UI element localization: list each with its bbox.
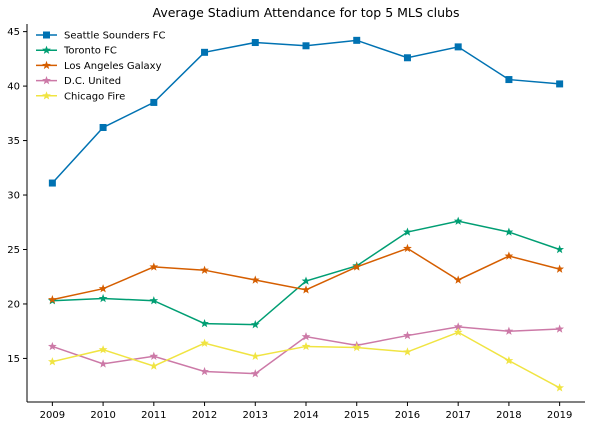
data-point bbox=[200, 265, 209, 274]
y-tick-label: 40 bbox=[7, 82, 20, 93]
legend-label: Seattle Sounders FC bbox=[64, 31, 165, 42]
series-line bbox=[52, 247, 560, 301]
data-point bbox=[454, 43, 462, 51]
x-tick-label: 2013 bbox=[243, 410, 268, 421]
data-point bbox=[250, 320, 260, 329]
data-point bbox=[301, 276, 311, 285]
data-point bbox=[250, 275, 260, 284]
data-point bbox=[301, 341, 311, 351]
data-point bbox=[200, 366, 209, 376]
y-tick-label: 15 bbox=[7, 354, 20, 365]
data-point bbox=[200, 338, 209, 347]
data-point bbox=[505, 76, 513, 84]
series-line bbox=[52, 220, 560, 326]
y-tick-label: 20 bbox=[7, 299, 20, 310]
data-point bbox=[301, 285, 311, 294]
data-point bbox=[301, 332, 311, 341]
data-point bbox=[149, 262, 159, 271]
y-tick-label: 30 bbox=[7, 191, 20, 202]
data-point bbox=[98, 359, 108, 368]
data-point bbox=[453, 327, 463, 336]
data-point bbox=[504, 227, 514, 236]
data-point bbox=[353, 36, 361, 44]
x-tick-label: 2012 bbox=[192, 410, 217, 421]
x-tick-label: 2015 bbox=[344, 410, 369, 421]
x-tick-label: 2011 bbox=[141, 410, 166, 421]
legend-entry: Seattle Sounders FC bbox=[36, 31, 165, 42]
data-point bbox=[403, 330, 412, 340]
legend-label: Los Angeles Galaxy bbox=[64, 61, 162, 72]
data-point bbox=[149, 351, 159, 360]
data-point bbox=[200, 318, 209, 328]
plot-area: 2009 2010 2011 2012 2013 2014 2015 2016 2017 2018… bbox=[7, 24, 585, 421]
data-point bbox=[403, 347, 412, 356]
legend-marker bbox=[42, 45, 51, 54]
y-tick-label: 45 bbox=[7, 27, 20, 38]
data-point bbox=[48, 179, 56, 187]
series-1 bbox=[47, 216, 565, 329]
data-point bbox=[555, 324, 565, 333]
data-point bbox=[555, 244, 565, 254]
data-point bbox=[352, 342, 362, 352]
legend-entry: Los Angeles Galaxy bbox=[36, 60, 162, 72]
data-point bbox=[47, 341, 57, 351]
data-point bbox=[556, 80, 564, 88]
legend-entry: D.C. United bbox=[36, 76, 121, 87]
series-2 bbox=[47, 243, 565, 304]
data-point bbox=[403, 243, 412, 253]
legend-entry: Chicago Fire bbox=[36, 91, 125, 102]
data-point bbox=[504, 356, 514, 365]
data-point bbox=[99, 123, 107, 131]
data-point bbox=[453, 275, 463, 284]
data-point bbox=[352, 262, 362, 271]
legend-label: Chicago Fire bbox=[64, 91, 125, 102]
x-tick-label: 2018 bbox=[496, 410, 521, 421]
legend: Seattle Sounders FC Toronto FC Los Angeles… bbox=[36, 31, 165, 102]
data-point bbox=[47, 357, 57, 366]
data-point bbox=[250, 351, 260, 360]
chart-title: Average Stadium Attendance for top 5 MLS… bbox=[153, 5, 460, 20]
legend-entry: Toronto FC bbox=[36, 45, 117, 57]
y-tick-label: 25 bbox=[7, 245, 20, 256]
data-point bbox=[47, 295, 57, 304]
legend-marker bbox=[42, 91, 51, 100]
data-point bbox=[403, 54, 411, 62]
data-point bbox=[149, 296, 159, 305]
series-4 bbox=[47, 327, 565, 392]
data-point bbox=[504, 326, 514, 335]
x-tick-label: 2016 bbox=[395, 410, 420, 421]
series-0 bbox=[48, 36, 564, 187]
data-point bbox=[98, 293, 108, 303]
series-3 bbox=[47, 322, 565, 378]
data-point bbox=[504, 251, 514, 260]
x-tick-label: 2019 bbox=[547, 410, 572, 421]
data-point bbox=[250, 369, 260, 378]
data-point bbox=[98, 345, 108, 354]
data-point bbox=[302, 42, 310, 50]
x-tick-label: 2010 bbox=[90, 410, 115, 421]
data-point bbox=[453, 322, 463, 331]
y-tick-label: 35 bbox=[7, 136, 20, 147]
data-point bbox=[555, 264, 565, 273]
x-tick-label: 2017 bbox=[445, 410, 470, 421]
data-point bbox=[403, 227, 412, 236]
legend-marker bbox=[42, 76, 51, 85]
data-point bbox=[149, 361, 159, 370]
data-point bbox=[555, 383, 565, 392]
data-point bbox=[453, 216, 463, 225]
legend-marker bbox=[43, 31, 50, 39]
legend-label: D.C. United bbox=[64, 76, 121, 87]
data-point bbox=[201, 48, 209, 56]
legend-marker bbox=[42, 60, 51, 70]
data-point bbox=[98, 284, 108, 293]
data-point bbox=[251, 39, 259, 47]
x-tick-label: 2009 bbox=[40, 410, 65, 421]
x-tick-label: 2014 bbox=[293, 410, 318, 421]
data-point bbox=[150, 98, 158, 106]
legend-label: Toronto FC bbox=[63, 46, 117, 57]
